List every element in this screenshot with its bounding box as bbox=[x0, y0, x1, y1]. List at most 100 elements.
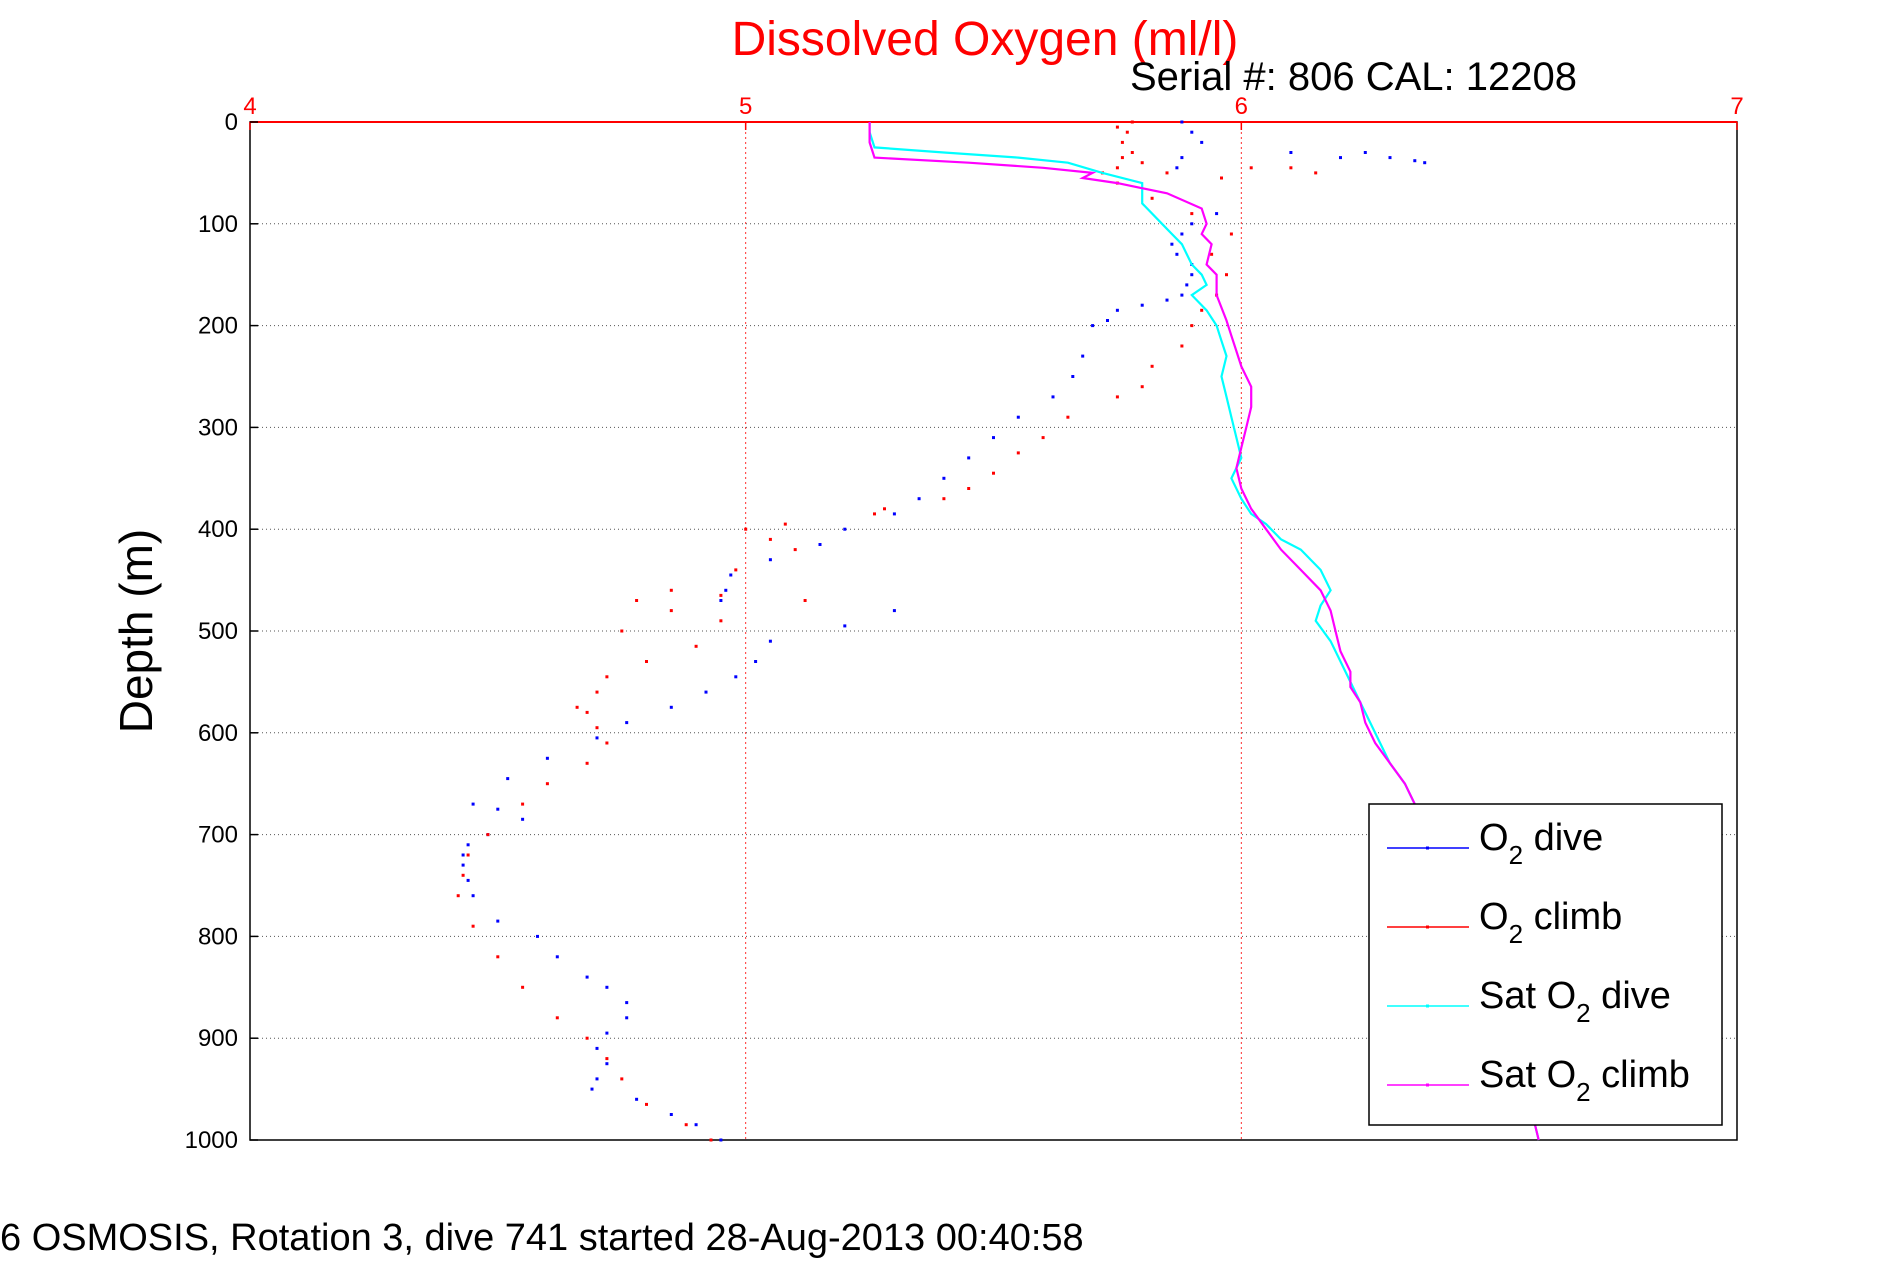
data-point bbox=[1289, 151, 1293, 154]
data-point bbox=[1423, 161, 1427, 165]
y-tick-label: 800 bbox=[198, 923, 238, 950]
legend-label-subscript: 2 bbox=[1576, 998, 1590, 1028]
data-point bbox=[605, 675, 609, 679]
data-point bbox=[1210, 252, 1214, 256]
data-point bbox=[1180, 344, 1184, 348]
data-point bbox=[585, 1036, 589, 1040]
legend-label: O2 dive bbox=[1479, 817, 1603, 870]
data-point bbox=[595, 690, 599, 694]
data-point bbox=[1363, 151, 1367, 154]
data-point bbox=[545, 756, 549, 760]
series-o2-dive bbox=[461, 120, 1427, 1142]
data-point bbox=[496, 919, 500, 923]
data-point bbox=[466, 843, 470, 847]
y-tick-label: 500 bbox=[198, 618, 238, 645]
data-point bbox=[1413, 159, 1417, 163]
data-point bbox=[1041, 436, 1045, 440]
data-point bbox=[892, 609, 896, 613]
data-point bbox=[1165, 298, 1169, 302]
data-point bbox=[734, 675, 738, 679]
legend-label-rest: dive bbox=[1523, 817, 1603, 859]
legend-entry: Sat O2 climb bbox=[1387, 1054, 1690, 1107]
legend-entry: Sat O2 dive bbox=[1387, 975, 1671, 1028]
data-point bbox=[744, 527, 748, 531]
y-axis-label: Depth (m) bbox=[110, 529, 162, 733]
data-point bbox=[625, 1001, 629, 1005]
data-point bbox=[754, 660, 758, 663]
data-point bbox=[669, 609, 673, 613]
legend-label-subscript: 2 bbox=[1509, 919, 1523, 949]
data-point bbox=[694, 1123, 698, 1127]
data-point bbox=[1115, 395, 1119, 399]
y-tick-labels: 0 100 200 300 400 500 600 700 800 900 1000 bbox=[185, 109, 258, 1154]
data-point bbox=[466, 878, 470, 882]
data-point bbox=[917, 497, 921, 501]
data-point bbox=[461, 853, 465, 857]
series-o2-climb bbox=[456, 120, 1318, 1142]
data-point bbox=[1200, 308, 1204, 312]
data-point bbox=[545, 782, 549, 786]
data-point bbox=[620, 1077, 624, 1081]
data-point bbox=[669, 1113, 673, 1116]
data-point bbox=[555, 1016, 559, 1020]
data-point bbox=[1125, 130, 1129, 134]
legend-label-main: Sat O bbox=[1479, 975, 1576, 1017]
data-point bbox=[873, 512, 876, 516]
data-point bbox=[1081, 354, 1085, 358]
data-point bbox=[1115, 308, 1119, 312]
x-tick-labels: 4 5 6 7 bbox=[243, 93, 1744, 130]
data-point bbox=[942, 497, 946, 501]
data-point bbox=[1180, 120, 1184, 124]
data-point bbox=[595, 1077, 599, 1081]
data-point bbox=[1180, 232, 1184, 236]
data-point bbox=[719, 599, 723, 602]
data-point bbox=[1140, 385, 1144, 389]
data-point bbox=[1066, 415, 1070, 419]
data-point bbox=[645, 1102, 648, 1106]
data-point bbox=[719, 619, 723, 623]
data-point bbox=[1016, 415, 1020, 419]
data-point bbox=[645, 660, 648, 663]
x-tick-label: 5 bbox=[739, 93, 752, 120]
data-point bbox=[1071, 375, 1075, 378]
data-point bbox=[734, 568, 738, 572]
data-point bbox=[942, 476, 946, 480]
data-point bbox=[1289, 166, 1293, 170]
legend-marker bbox=[1426, 925, 1429, 929]
data-point bbox=[625, 1016, 629, 1020]
data-point bbox=[1190, 273, 1194, 277]
data-point bbox=[883, 507, 886, 511]
data-point bbox=[1115, 125, 1119, 129]
legend-label-rest: dive bbox=[1591, 975, 1671, 1017]
data-point bbox=[521, 802, 525, 806]
legend-label-subscript: 2 bbox=[1576, 1077, 1590, 1107]
y-tick-label: 300 bbox=[198, 414, 238, 441]
data-point bbox=[585, 761, 589, 765]
data-point bbox=[704, 690, 708, 694]
data-point bbox=[605, 985, 609, 989]
y-tick-label: 900 bbox=[198, 1025, 238, 1052]
data-point bbox=[1016, 451, 1020, 455]
y-tick-label: 0 bbox=[225, 109, 238, 136]
data-point bbox=[1180, 293, 1184, 297]
data-point bbox=[1200, 140, 1204, 144]
y-tick-label: 700 bbox=[198, 822, 238, 849]
y-tick-label: 600 bbox=[198, 720, 238, 747]
y-tick-label: 100 bbox=[198, 211, 238, 238]
data-point bbox=[471, 894, 475, 898]
data-point bbox=[461, 863, 465, 867]
data-point bbox=[461, 873, 465, 877]
data-point bbox=[605, 1031, 609, 1035]
data-point bbox=[1180, 156, 1184, 160]
x-tick-label: 7 bbox=[1730, 93, 1743, 120]
data-point bbox=[1106, 319, 1109, 322]
data-point bbox=[1190, 324, 1194, 328]
data-point bbox=[585, 710, 589, 714]
data-point bbox=[793, 548, 797, 552]
legend-entry: O2 climb bbox=[1387, 896, 1622, 949]
data-point bbox=[1170, 242, 1174, 246]
data-point bbox=[555, 955, 559, 959]
data-point bbox=[719, 1138, 723, 1142]
data-point bbox=[709, 1138, 713, 1142]
